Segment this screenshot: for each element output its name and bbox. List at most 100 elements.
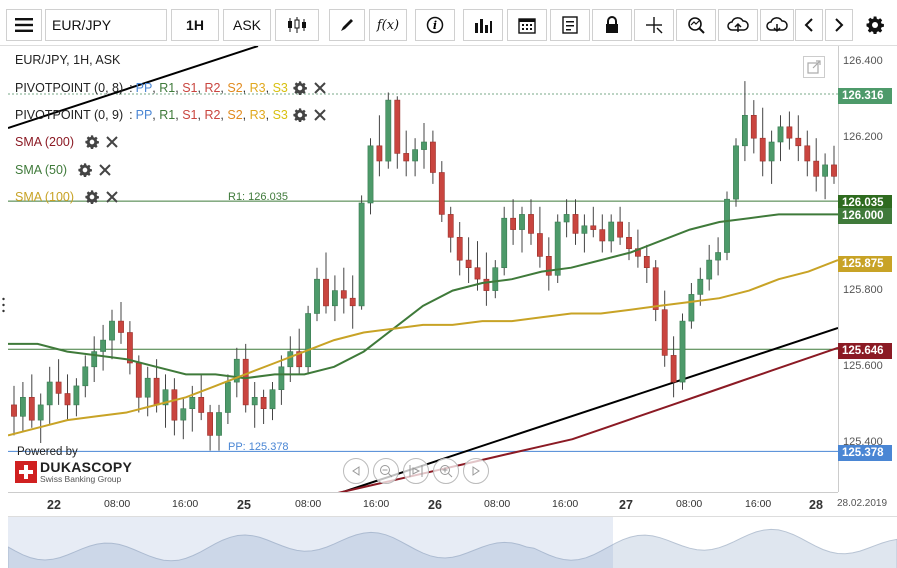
candle-body [180, 408, 187, 421]
candle-body [376, 145, 383, 162]
candle-body [510, 217, 516, 230]
pivot-8-r1: R1 [159, 81, 176, 95]
sma-100-close-icon[interactable] [104, 189, 120, 205]
candle-body [501, 217, 508, 268]
calendar-icon [518, 18, 536, 34]
candle-body [73, 385, 80, 406]
resize-handle-icon[interactable] [2, 296, 5, 314]
legend-sma-50[interactable]: SMA (50) [15, 162, 113, 178]
price-tag: 126.035 [838, 195, 892, 211]
pivot-8-settings-icon[interactable] [292, 80, 308, 96]
pivot-9-sep: : [129, 108, 133, 122]
price-tick-label: 125.600 [843, 359, 883, 372]
sma-100-settings-icon[interactable] [84, 189, 100, 205]
sma-50-settings-icon[interactable] [77, 162, 93, 178]
function-icon: f(x) [376, 17, 400, 33]
chart-nav-controls [343, 458, 489, 486]
candle-body [706, 259, 713, 280]
popout-icon [807, 60, 821, 74]
time-tick-label: 26 [428, 498, 442, 512]
time-axis[interactable]: 22 08:00 16:00 25 08:00 16:00 26 08:00 16:00 27 08… [8, 492, 887, 516]
candle-body [287, 351, 294, 368]
pivot-8-s1: S1 [182, 81, 198, 95]
r1-level-label: R1: 126.035 [228, 191, 288, 203]
candle-body [519, 214, 525, 230]
legend-sma-200[interactable]: SMA (200) [15, 134, 120, 150]
legend-pivot-9[interactable]: PIVOTPOINT (0, 9) : PP, R1, S1, R2, S2, … [15, 107, 328, 123]
price-tick-label: 125.800 [843, 283, 883, 296]
side-selector[interactable]: ASK [223, 9, 271, 41]
period-selector[interactable]: 1H [171, 9, 219, 41]
candle-body [724, 198, 730, 253]
indicators-button[interactable] [463, 9, 503, 41]
pivot-8-sep: : [129, 81, 133, 95]
reset-zoom-button[interactable] [403, 458, 429, 484]
scroll-left-button[interactable] [795, 9, 823, 41]
settings-button[interactable] [858, 9, 892, 41]
calendar-button[interactable] [507, 9, 547, 41]
zoom-in-button[interactable] [433, 458, 459, 484]
legend-sma-100[interactable]: SMA (100) [15, 189, 120, 205]
navigator-selection[interactable] [8, 517, 613, 568]
candle-body [349, 297, 356, 307]
candle-body [367, 145, 374, 204]
nav-forward-button[interactable] [463, 458, 489, 484]
pivot-9-pp: PP [135, 108, 153, 122]
candle-body [28, 396, 35, 421]
navigator-strip[interactable] [7, 516, 897, 568]
candle-body [64, 393, 71, 406]
crosshair-button[interactable] [634, 9, 674, 41]
price-tag: 126.000 [838, 208, 892, 224]
pivot-9-r2: R2 [204, 108, 221, 122]
sma-200-settings-icon[interactable] [84, 134, 100, 150]
chart-type-button[interactable] [275, 9, 319, 41]
candle-body [127, 332, 133, 364]
pivot-9-close-icon[interactable] [312, 107, 328, 123]
upload-button[interactable] [718, 9, 758, 41]
popout-button[interactable] [803, 56, 825, 78]
candle-body [670, 355, 677, 383]
pivot-9-s1: S1 [182, 108, 198, 122]
zoom-out-button[interactable] [373, 458, 399, 484]
sma-200-close-icon[interactable] [104, 134, 120, 150]
price-tick-label: 126.400 [843, 55, 883, 67]
candle-body [795, 137, 802, 147]
candle-body [171, 389, 178, 421]
candle-body [189, 396, 196, 409]
candle-body [269, 389, 276, 410]
zoom-button[interactable] [676, 9, 716, 41]
candle-body [563, 214, 570, 223]
candle-body [314, 278, 320, 314]
candle-body [412, 149, 418, 162]
candle-body [20, 396, 26, 417]
candle-body [679, 320, 686, 383]
instrument-selector[interactable]: EUR/JPY [45, 9, 167, 41]
draw-pencil-icon [341, 19, 353, 31]
pivot-8-close-icon[interactable] [312, 80, 328, 96]
nav-back-button[interactable] [343, 458, 369, 484]
draw-button[interactable] [329, 9, 365, 41]
zoom-in-icon [440, 465, 453, 478]
candle-body [251, 396, 258, 406]
candle-body [323, 278, 329, 307]
lock-button[interactable] [592, 9, 632, 41]
scroll-right-button[interactable] [825, 9, 853, 41]
legend-pivot-8[interactable]: PIVOTPOINT (0, 8) : PP, R1, S1, R2, S2, … [15, 80, 328, 96]
candle-body [216, 412, 222, 436]
candle-body [697, 278, 704, 295]
report-button[interactable] [550, 9, 590, 41]
period-label: 1H [186, 17, 204, 33]
candle-body [831, 164, 837, 177]
function-button[interactable]: f(x) [369, 9, 407, 41]
candle-body [777, 126, 784, 143]
download-button[interactable] [760, 9, 794, 41]
sma-50-name: SMA (50) [15, 163, 68, 177]
sma-50-close-icon[interactable] [97, 162, 113, 178]
hamburger-menu-button[interactable] [6, 9, 42, 41]
zoom-icon [688, 17, 705, 34]
price-chart[interactable] [8, 46, 838, 492]
info-button[interactable]: i [415, 9, 455, 41]
triangle-right-icon [472, 466, 480, 476]
pivot-9-settings-icon[interactable] [292, 107, 308, 123]
zoom-out-icon [380, 465, 393, 478]
